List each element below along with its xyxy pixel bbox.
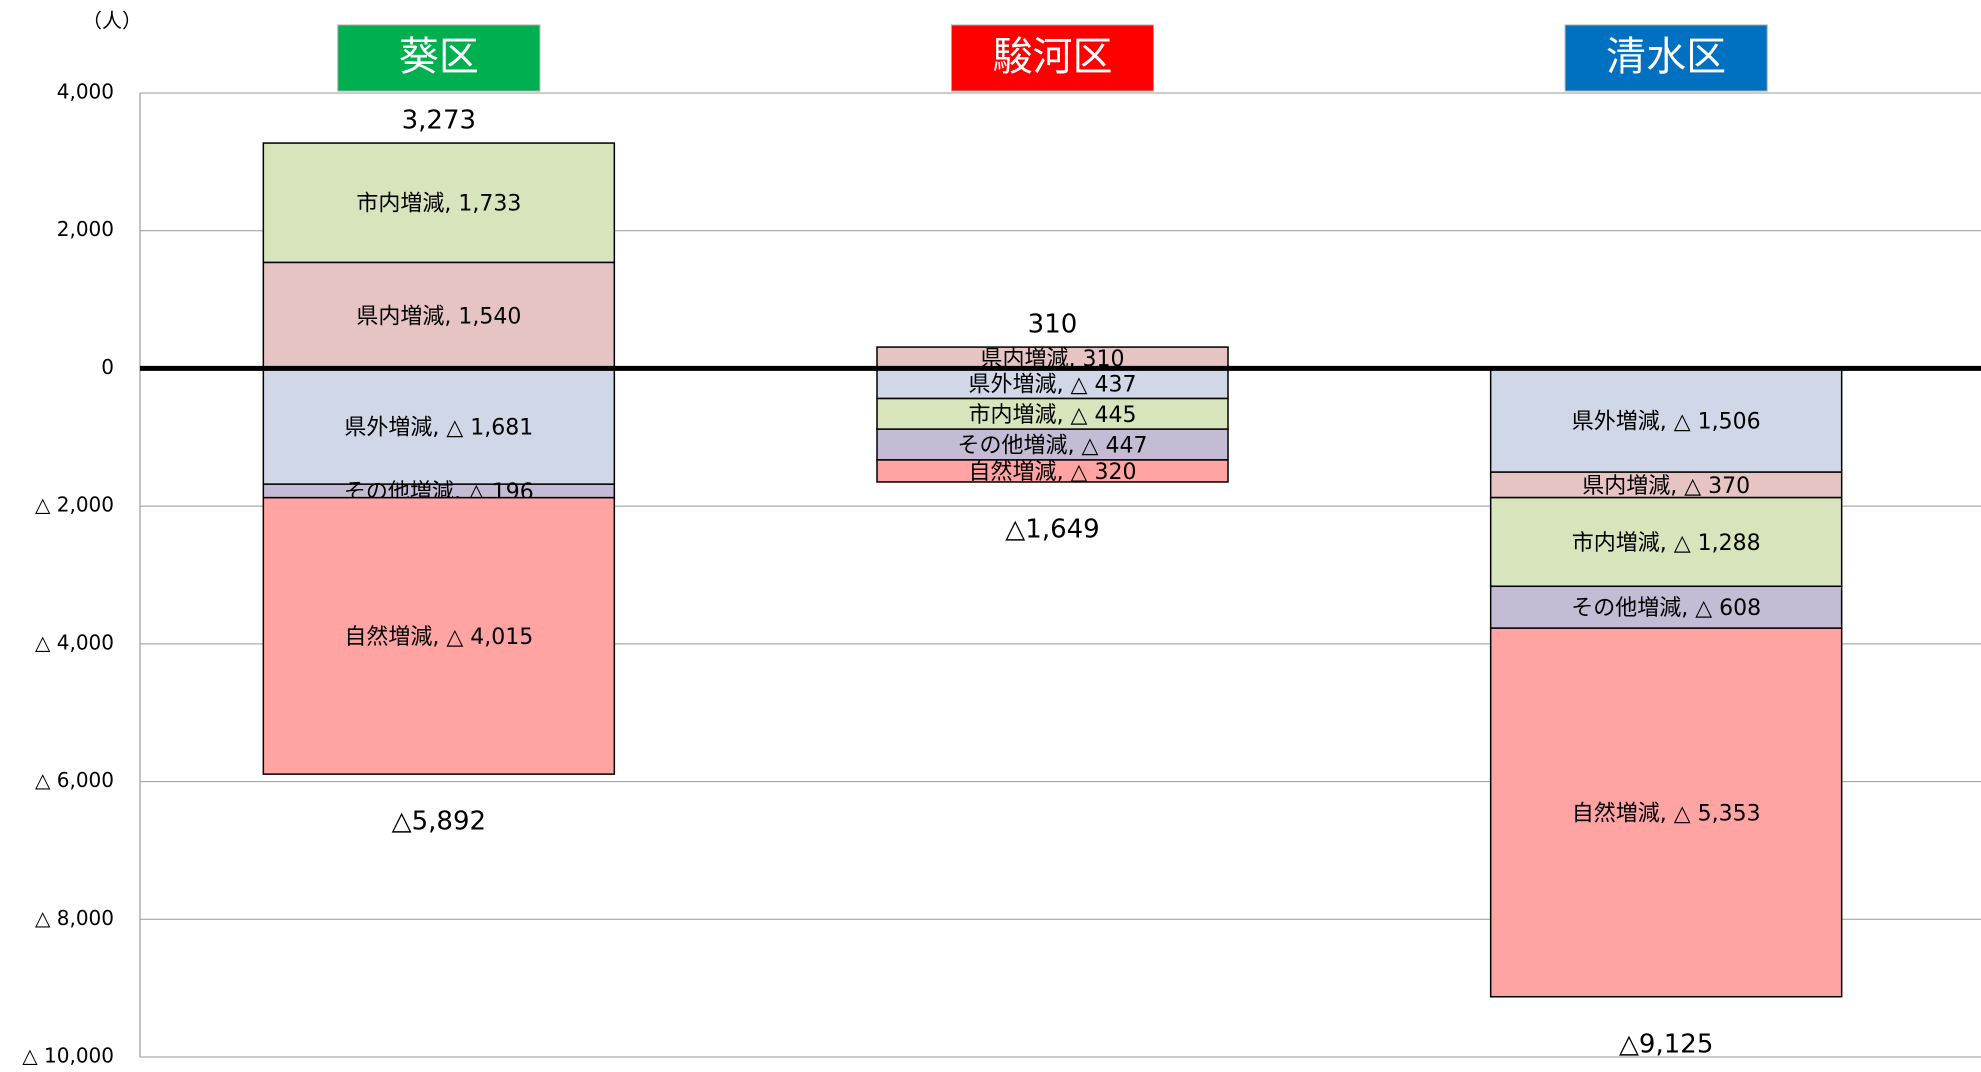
y-tick-label: △ 2,000 [35, 493, 114, 517]
data-label: 自然増減, △ 5,353 [1572, 801, 1761, 826]
total-label: △5,892 [392, 807, 486, 837]
segment-name: その他増減 [1571, 596, 1681, 621]
segment-value: , △ 370 [1670, 474, 1750, 499]
bar-segment [876, 428, 1229, 461]
segment-name: 県外増減 [1572, 409, 1660, 434]
segment-name: 市内増減 [969, 403, 1057, 428]
data-label: 自然増減, △ 4,015 [344, 625, 533, 650]
segment-name: 自然増減 [969, 460, 1057, 485]
y-tick-label: △ 6,000 [35, 768, 114, 792]
data-label: 県外増減, △ 1,506 [1572, 409, 1761, 434]
data-label: 県外増減, △ 437 [969, 372, 1137, 397]
y-tick-label: △ 8,000 [35, 906, 114, 930]
segment-name: 自然増減 [344, 625, 432, 650]
data-label: 市内増減, 1,733 [356, 192, 521, 217]
bar-segment [1489, 627, 1843, 998]
bar-segment [1489, 496, 1843, 588]
segment-value: , 1,733 [444, 192, 521, 217]
segment-value: , △ 447 [1068, 434, 1148, 459]
segment-name: 県外増減 [344, 415, 432, 440]
segment-value: , △ 437 [1057, 372, 1137, 397]
y-tick-label: △ 10,000 [22, 1044, 114, 1068]
total-label: 3,273 [402, 106, 476, 136]
category-label: 葵区 [399, 34, 479, 80]
data-label: 県内増減, 1,540 [356, 304, 521, 329]
segment-name: その他増減 [958, 434, 1068, 459]
y-unit: （人） [82, 9, 142, 33]
bar-segment [1489, 367, 1843, 473]
category-label: 駿河区 [993, 34, 1113, 80]
data-label: 県外増減, △ 1,681 [344, 415, 533, 440]
data-label: 市内増減, △ 1,288 [1572, 531, 1761, 556]
segment-value: , △ 5,353 [1660, 801, 1761, 826]
bar-segment [876, 397, 1229, 430]
bar-segment [876, 459, 1229, 483]
segment-name: 自然増減 [1572, 801, 1660, 826]
y-tick-label: 4,000 [57, 80, 114, 104]
category-box [951, 24, 1154, 92]
data-label: 自然増減, △ 320 [969, 460, 1137, 485]
segment-name: 市内増減 [356, 192, 444, 217]
data-label: 市内増減, △ 445 [969, 403, 1137, 428]
segment-name: 市内増減 [1572, 531, 1660, 556]
segment-value: , △ 608 [1681, 596, 1761, 621]
segment-value: , △ 445 [1057, 403, 1137, 428]
segment-value: , △ 1,288 [1660, 531, 1761, 556]
segment-value: , △ 4,015 [432, 625, 533, 650]
bar-segment [1489, 585, 1843, 629]
segment-name: 県外増減 [969, 372, 1057, 397]
segment-value: , △ 1,681 [432, 415, 533, 440]
bar-segment [876, 367, 1229, 400]
segment-value: , 1,540 [444, 304, 521, 329]
y-tick-label: △ 4,000 [35, 630, 114, 654]
category-label: 清水区 [1606, 34, 1726, 80]
segment-name: 県内増減 [356, 304, 444, 329]
bar-segment [262, 496, 616, 775]
segment-name: 県内増減 [1582, 474, 1670, 499]
bar-segment [1489, 471, 1843, 499]
segment-value: , △ 1,506 [1660, 409, 1761, 434]
segment-value: , △ 320 [1057, 460, 1137, 485]
data-label: 県内増減, △ 370 [1582, 474, 1750, 499]
total-label: 310 [1028, 310, 1078, 340]
data-label: その他増減, △ 608 [1571, 596, 1761, 621]
category-box [337, 24, 541, 92]
y-tick-label: 2,000 [57, 217, 114, 241]
total-label: △9,125 [1619, 1029, 1713, 1059]
y-tick-label: 0 [101, 355, 114, 379]
category-box [1564, 24, 1768, 92]
bar-segment [262, 142, 616, 264]
data-label: その他増減, △ 447 [958, 434, 1148, 459]
total-label: △1,649 [1005, 514, 1099, 544]
